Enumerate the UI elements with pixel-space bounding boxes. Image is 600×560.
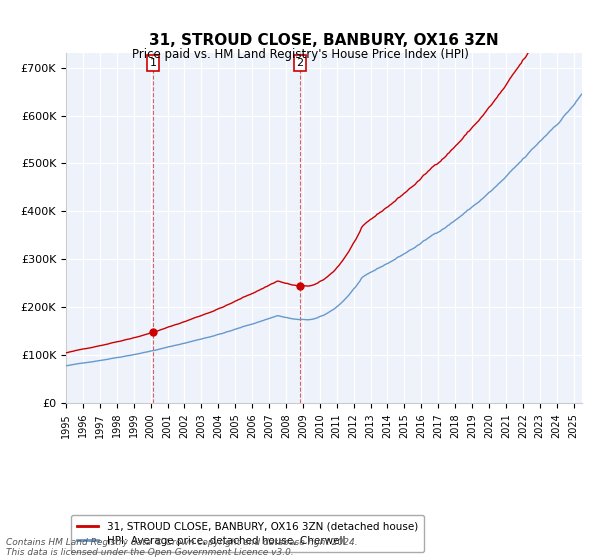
Text: Price paid vs. HM Land Registry's House Price Index (HPI): Price paid vs. HM Land Registry's House … <box>131 48 469 60</box>
Legend: 31, STROUD CLOSE, BANBURY, OX16 3ZN (detached house), HPI: Average price, detach: 31, STROUD CLOSE, BANBURY, OX16 3ZN (det… <box>71 515 424 552</box>
Text: 1: 1 <box>149 58 157 68</box>
Text: 2: 2 <box>296 58 304 68</box>
Text: Contains HM Land Registry data © Crown copyright and database right 2024.
This d: Contains HM Land Registry data © Crown c… <box>6 538 358 557</box>
Title: 31, STROUD CLOSE, BANBURY, OX16 3ZN: 31, STROUD CLOSE, BANBURY, OX16 3ZN <box>149 33 499 48</box>
